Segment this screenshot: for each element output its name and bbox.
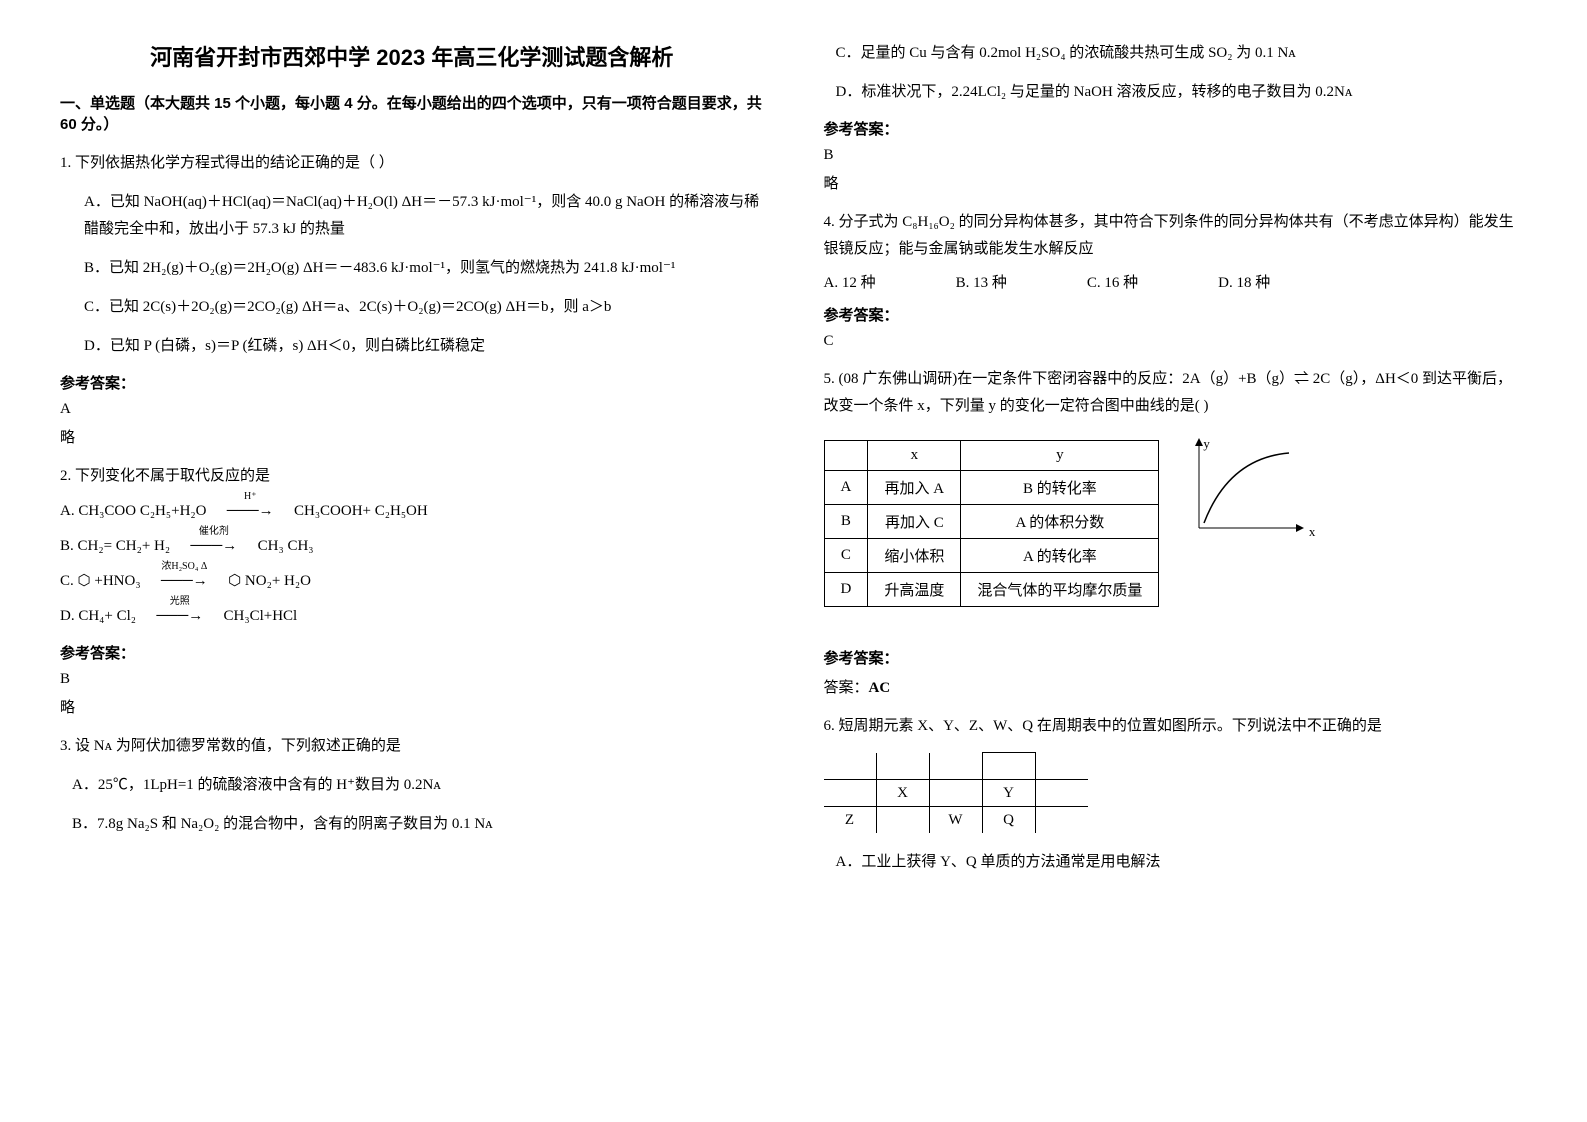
q1-answer-label: 参考答案： [60, 372, 764, 393]
table-header-x: x [868, 441, 961, 471]
q3-answer: B [824, 147, 1528, 164]
q4-optA: A. 12 种 [824, 271, 876, 292]
q5-answer: 答案：AC [824, 676, 1528, 697]
q3-optA: A．25℃，1LpH=1 的硫酸溶液中含有的 H⁺数目为 0.2Nᴀ [72, 772, 764, 799]
q4-answer-label: 参考答案： [824, 304, 1528, 325]
q2-optB: B. CH₂= CH₂+ H₂ 催化剂 ───→ CH₃ CH₃ [60, 533, 764, 560]
q2-optA: A. CH₃COO C₂H₅+H₂O H⁺ ───→ CH₃COOH+ C₂H₅… [60, 498, 764, 525]
q2-optC: C. ⬡ +HNO₃ 浓H₂SO₄ Δ ───→ ⬡ NO₂+ H₂O [60, 568, 764, 595]
q2-stem: 2. 下列变化不属于取代反应的是 [60, 463, 764, 490]
right-column: C．足量的 Cu 与含有 0.2mol H₂SO₄ 的浓硫酸共热可生成 SO₂ … [824, 40, 1528, 888]
q5-answer-label: 参考答案： [824, 647, 1528, 668]
table-cell: B 的转化率 [961, 471, 1159, 505]
q2-optC-prefix: C. [60, 573, 78, 589]
table-cell: 缩小体积 [868, 539, 961, 573]
q5-answer-value: AC [869, 680, 891, 696]
q2-note: 略 [60, 696, 764, 717]
q3-answer-label: 参考答案： [824, 118, 1528, 139]
table-row: C 缩小体积 A 的转化率 [824, 539, 1159, 573]
table-cell [824, 441, 868, 471]
arrow-condition: H⁺ [210, 488, 290, 506]
q6-stem: 6. 短周期元素 X、Y、Z、W、Q 在周期表中的位置如图所示。下列说法中不正确… [824, 713, 1528, 740]
q5-answer-prefix: 答案： [824, 680, 869, 696]
table-cell-W: W [929, 807, 982, 834]
benzene-icon: ⬡ [78, 573, 91, 589]
page-title: 河南省开封市西郊中学 2023 年高三化学测试题含解析 [60, 40, 764, 72]
q2-optC-mid: +HNO₃ [94, 573, 140, 589]
q2-optD-suffix: CH₃Cl+HCl [224, 608, 298, 624]
table-cell: 再加入 A [868, 471, 961, 505]
table-cell: A 的体积分数 [961, 505, 1159, 539]
q3-optC: C．足量的 Cu 与含有 0.2mol H₂SO₄ 的浓硫酸共热可生成 SO₂ … [836, 40, 1528, 67]
benzene-icon: ⬡ [228, 573, 241, 589]
q4-options: A. 12 种 B. 13 种 C. 16 种 D. 18 种 [824, 271, 1528, 292]
table-row: D 升高温度 混合气体的平均摩尔质量 [824, 573, 1159, 607]
table-cell: B [824, 505, 868, 539]
q1-optC: C．已知 2C(s)＋2O₂(g)＝2CO₂(g) ΔH＝a、2C(s)＋O₂(… [84, 294, 764, 321]
table-cell [824, 753, 877, 780]
chart-y-label: y [1203, 436, 1210, 452]
table-cell [876, 807, 929, 834]
table-cell [1035, 807, 1088, 834]
q2-optA-prefix: A. CH₃COO C₂H₅+H₂O [60, 503, 206, 519]
q1-optD: D．已知 P (白磷，s)＝P (红磷，s) ΔH＜0，则白磷比红磷稳定 [84, 333, 764, 360]
table-cell [929, 780, 982, 807]
table-row: B 再加入 C A 的体积分数 [824, 505, 1159, 539]
q1-note: 略 [60, 426, 764, 447]
table-cell-X: X [876, 780, 929, 807]
table-cell: 升高温度 [868, 573, 961, 607]
q3-stem: 3. 设 Nᴀ 为阿伏加德罗常数的值，下列叙述正确的是 [60, 733, 764, 760]
q4-answer: C [824, 333, 1528, 350]
section-header: 一、单选题（本大题共 15 个小题，每小题 4 分。在每小题给出的四个选项中，只… [60, 92, 764, 134]
table-cell [876, 753, 929, 780]
table-cell [982, 753, 1035, 780]
q2-optA-suffix: CH₃COOH+ C₂H₅OH [294, 503, 428, 519]
q1-stem: 1. 下列依据热化学方程式得出的结论正确的是（ ） [60, 150, 764, 177]
table-row: A 再加入 A B 的转化率 [824, 471, 1159, 505]
table-cell-Y: Y [982, 780, 1035, 807]
q4-optC: C. 16 种 [1087, 271, 1138, 292]
q5-table: x y A 再加入 A B 的转化率 B 再加入 C A 的体积分数 C 缩小体… [824, 440, 1160, 607]
table-cell: A 的转化率 [961, 539, 1159, 573]
q6-periodic-table: X Y Z W Q [824, 752, 1088, 833]
table-cell: D [824, 573, 868, 607]
q1-optB: B．已知 2H₂(g)＋O₂(g)＝2H₂O(g) ΔH＝－483.6 kJ·m… [84, 255, 764, 282]
q2-answer-label: 参考答案： [60, 642, 764, 663]
arrow-condition: 光照 [140, 593, 220, 611]
q4-optD: D. 18 种 [1218, 271, 1270, 292]
table-cell: 再加入 C [868, 505, 961, 539]
q4-optB: B. 13 种 [956, 271, 1007, 292]
table-cell [1035, 780, 1088, 807]
table-cell-Q: Q [982, 807, 1035, 834]
q5-chart: y x [1189, 438, 1309, 538]
table-cell: 混合气体的平均摩尔质量 [961, 573, 1159, 607]
q4-stem: 4. 分子式为 C₈H₁₆O₂ 的同分异构体甚多，其中符合下列条件的同分异构体共… [824, 209, 1528, 263]
left-column: 河南省开封市西郊中学 2023 年高三化学测试题含解析 一、单选题（本大题共 1… [60, 40, 764, 888]
q5-stem: 5. (08 广东佛山调研)在一定条件下密闭容器中的反应：2A（g）+B（g）⇌… [824, 366, 1528, 420]
q2-optD-prefix: D. CH₄+ Cl₂ [60, 608, 136, 624]
q1-answer: A [60, 401, 764, 418]
q2-optB-suffix: CH₃ CH₃ [258, 538, 314, 554]
curve-chart-icon [1189, 438, 1309, 538]
q3-note: 略 [824, 172, 1528, 193]
q6-optA: A．工业上获得 Y、Q 单质的方法通常是用电解法 [836, 849, 1528, 876]
q5-chart-container: x y A 再加入 A B 的转化率 B 再加入 C A 的体积分数 C 缩小体… [824, 428, 1528, 607]
q3-optB: B．7.8g Na₂S 和 Na₂O₂ 的混合物中，含有的阴离子数目为 0.1 … [72, 811, 764, 838]
table-cell: A [824, 471, 868, 505]
q1-optA: A．已知 NaOH(aq)＋HCl(aq)＝NaCl(aq)＋H₂O(l) ΔH… [84, 189, 764, 243]
q3-optD: D．标准状况下，2.24LCl₂ 与足量的 NaOH 溶液反应，转移的电子数目为… [836, 79, 1528, 106]
q2-optD: D. CH₄+ Cl₂ 光照 ───→ CH₃Cl+HCl [60, 603, 764, 630]
chart-x-label: x [1309, 524, 1316, 540]
table-header-y: y [961, 441, 1159, 471]
table-cell: C [824, 539, 868, 573]
q2-answer: B [60, 671, 764, 688]
table-cell [1035, 753, 1088, 780]
arrow-condition: 催化剂 [174, 523, 254, 541]
table-cell [824, 780, 877, 807]
table-cell [929, 753, 982, 780]
arrow-condition: 浓H₂SO₄ Δ [144, 558, 224, 576]
table-cell-Z: Z [824, 807, 877, 834]
q2-optB-prefix: B. CH₂= CH₂+ H₂ [60, 538, 170, 554]
q2-optC-suffix: NO₂+ H₂O [245, 573, 311, 589]
